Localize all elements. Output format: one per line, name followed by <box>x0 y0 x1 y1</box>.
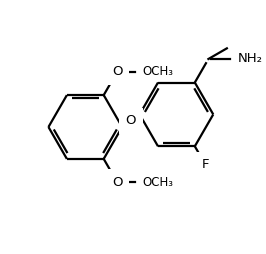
Text: OCH₃: OCH₃ <box>143 176 173 189</box>
Text: O: O <box>126 114 136 127</box>
Text: NH₂: NH₂ <box>238 53 263 66</box>
Text: O: O <box>112 65 123 78</box>
Text: O: O <box>112 176 123 189</box>
Text: OCH₃: OCH₃ <box>143 65 173 78</box>
Text: F: F <box>202 158 209 171</box>
